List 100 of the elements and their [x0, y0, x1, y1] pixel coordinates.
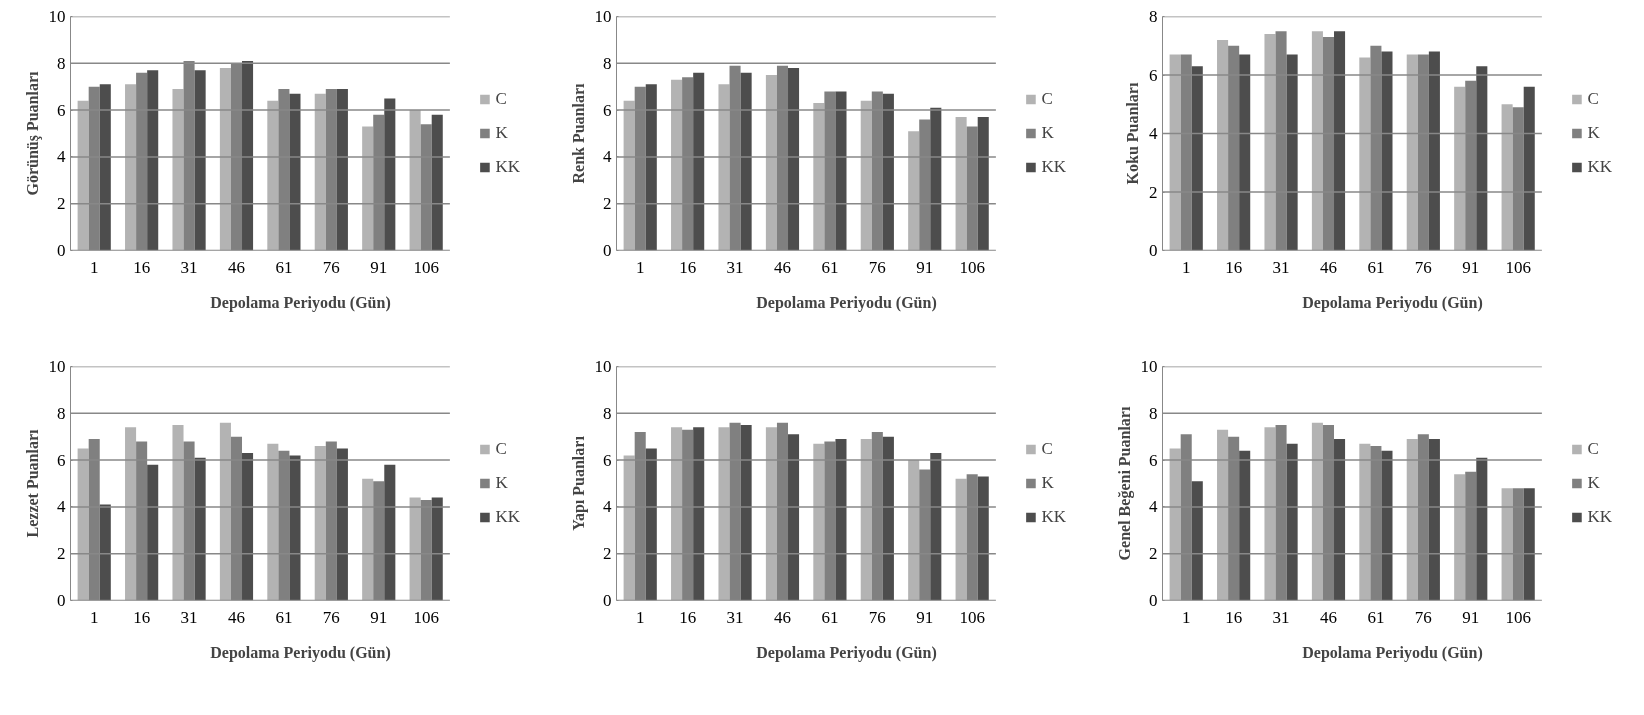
- legend-label: K: [1041, 123, 1055, 143]
- bar: [908, 131, 920, 251]
- bar: [289, 93, 301, 251]
- bar: [623, 100, 635, 251]
- x-tick-label: 31: [726, 257, 744, 277]
- x-tick-label: 46: [227, 257, 245, 277]
- legend-label: C: [495, 439, 508, 459]
- y-tick-label: 0: [603, 241, 612, 260]
- bar: [860, 100, 872, 251]
- x-tick-label: 31: [180, 607, 198, 627]
- bar: [267, 100, 279, 251]
- bar: [125, 427, 137, 601]
- x-axis-title: Depolama Periyodu (Gün): [1302, 643, 1483, 662]
- y-tick-label: 4: [603, 497, 612, 517]
- bar: [194, 70, 206, 251]
- y-tick-label: 10: [594, 357, 612, 376]
- y-tick-label: 0: [603, 591, 612, 610]
- legend-label: C: [1041, 439, 1054, 459]
- y-tick-label: 0: [57, 591, 66, 610]
- bar: [1286, 443, 1298, 601]
- x-tick-label: 16: [1225, 607, 1243, 627]
- y-tick-label: 4: [57, 497, 66, 517]
- bar: [1406, 54, 1418, 251]
- y-axis-title: Yapı Puanları: [569, 435, 588, 531]
- y-tick-label: 6: [57, 450, 66, 470]
- x-tick-label: 76: [868, 257, 886, 277]
- bar: [314, 446, 326, 601]
- bar: [930, 107, 942, 251]
- legend-label: C: [1587, 89, 1600, 109]
- x-tick-label: 31: [1272, 607, 1290, 627]
- y-tick-label: 8: [603, 403, 612, 423]
- bar: [740, 425, 752, 601]
- bar: [645, 84, 657, 251]
- bar: [336, 89, 348, 251]
- bar: [977, 476, 989, 601]
- bar: [1169, 448, 1181, 601]
- y-tick-label: 8: [57, 403, 66, 423]
- x-tick-label: 76: [1414, 607, 1432, 627]
- x-tick-label: 106: [959, 257, 985, 277]
- bar: [1406, 439, 1418, 601]
- bar: [1359, 443, 1371, 601]
- x-tick-label: 106: [413, 257, 439, 277]
- x-tick-label: 61: [275, 607, 293, 627]
- bar: [788, 434, 800, 601]
- y-tick-label: 2: [57, 544, 66, 564]
- bar: [242, 60, 254, 251]
- bar: [1191, 66, 1203, 251]
- bar: [718, 427, 730, 601]
- bar: [147, 464, 159, 601]
- bar: [1239, 450, 1251, 601]
- y-tick-label: 4: [1149, 497, 1158, 517]
- bar: [289, 455, 301, 601]
- x-tick-label: 46: [773, 607, 791, 627]
- bar: [431, 497, 443, 601]
- bar: [1311, 422, 1323, 601]
- y-tick-label: 8: [603, 53, 612, 73]
- x-tick-label: 91: [916, 257, 934, 277]
- x-tick-label: 106: [413, 607, 439, 627]
- bar: [1286, 54, 1298, 251]
- legend-label: KK: [495, 157, 520, 177]
- bar: [1191, 481, 1203, 601]
- bar: [1239, 54, 1251, 251]
- y-tick-label: 2: [603, 544, 612, 564]
- y-axis-title: Görünüş Puanları: [23, 70, 42, 196]
- legend-label: KK: [495, 507, 520, 527]
- bar: [362, 478, 374, 601]
- bar: [431, 114, 443, 251]
- bar: [336, 448, 348, 601]
- bar: [693, 427, 705, 601]
- y-axis-title: Lezzet Puanları: [23, 428, 41, 538]
- bar: [813, 103, 825, 251]
- y-tick-label: 10: [48, 357, 66, 376]
- bar: [194, 457, 206, 601]
- x-tick-label: 91: [916, 607, 934, 627]
- x-tick-label: 1: [1181, 607, 1191, 627]
- y-tick-label: 6: [603, 450, 612, 470]
- x-tick-label: 91: [1462, 607, 1480, 627]
- bar: [671, 427, 683, 601]
- x-tick-label: 106: [1505, 607, 1531, 627]
- y-tick-label: 6: [57, 100, 66, 120]
- x-tick-label: 91: [370, 607, 388, 627]
- bar: [693, 72, 705, 251]
- x-tick-label: 1: [1181, 257, 1191, 277]
- legend-label: K: [495, 123, 509, 143]
- x-tick-label: 16: [133, 607, 151, 627]
- bar: [99, 84, 111, 251]
- y-tick-label: 0: [1149, 241, 1158, 260]
- bar: [409, 497, 421, 601]
- bar: [1217, 39, 1229, 251]
- y-axis-title: Koku Puanları: [1124, 82, 1141, 185]
- y-tick-label: 6: [1149, 65, 1158, 85]
- y-axis-title: Genel Beğeni Puanları: [1115, 406, 1134, 561]
- x-axis-title: Depolama Periyodu (Gün): [1302, 293, 1483, 312]
- bar: [77, 100, 89, 251]
- bar: [1334, 439, 1346, 601]
- x-tick-label: 76: [322, 257, 340, 277]
- bar: [1454, 86, 1466, 251]
- y-tick-label: 10: [594, 7, 612, 26]
- bar: [1334, 31, 1346, 251]
- bar: [1264, 34, 1276, 251]
